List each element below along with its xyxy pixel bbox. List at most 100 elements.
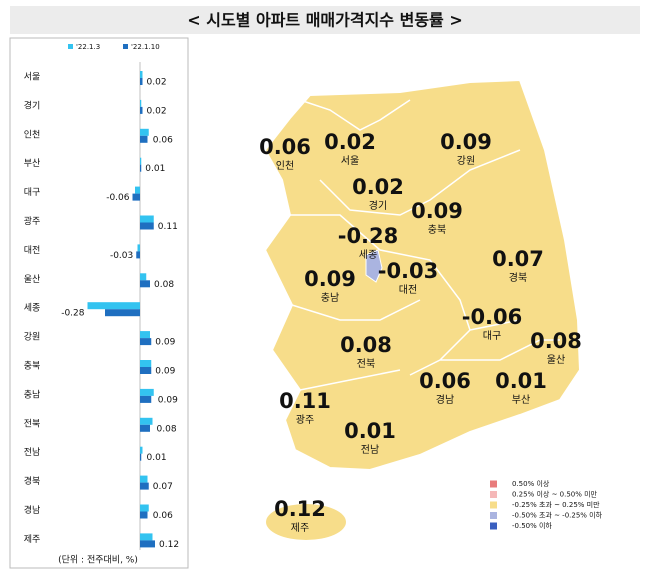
legend-label: 0.50% 이상 [512,479,550,488]
map-region-name: 경북 [509,271,527,284]
bar [140,482,149,490]
map [263,78,582,540]
bar [140,106,143,114]
value-label: 0.09 [158,395,178,405]
bar [140,164,142,172]
bar [140,446,143,454]
value-label: 0.11 [158,222,178,232]
map-region-name: 세종 [359,249,377,261]
legend-swatch [490,501,497,509]
map-region-name: 서울 [341,155,359,167]
map-region-name: 대전 [399,284,417,296]
bar [137,244,140,252]
map-value: 0.02 [352,175,404,199]
bar [136,251,140,259]
value-label: 0.01 [147,453,167,463]
legend-label: 0.25% 이상 ~ 0.50% 미만 [512,490,598,499]
bar [140,128,149,136]
category-label: 충북 [24,361,41,372]
map-region-name: 강원 [457,155,475,167]
category-label: 강원 [24,332,41,343]
bar [140,331,150,339]
bar [135,186,140,194]
bar [140,424,150,432]
bar [140,78,143,85]
map-value: -0.06 [462,305,523,329]
value-label: 0.06 [153,511,173,521]
value-label: 0.08 [154,280,174,290]
bar [140,215,154,223]
category-label: 경북 [24,475,41,487]
map-value: 0.08 [340,333,392,357]
category-label: 제주 [24,534,41,545]
bar [140,417,153,425]
legend-label: '22.1.10 [131,43,160,51]
value-label: -0.28 [61,309,85,319]
value-label: 0.12 [159,540,179,550]
map-value: -0.03 [378,259,439,283]
map-value: 0.06 [259,135,311,159]
bar [140,511,148,519]
map-value: 0.09 [411,199,463,223]
category-label: 경기 [24,99,41,111]
legend-label: -0.25% 초과 ~ 0.25% 미만 [512,500,600,509]
map-value: 0.12 [274,497,326,521]
title: < 시도별 아파트 매매가격지수 변동률 > [187,11,462,30]
category-label: 서울 [24,72,41,83]
map-region-name: 충북 [428,224,446,236]
value-label: -0.06 [106,193,130,203]
map-region-name: 울산 [547,354,565,366]
sejong-area [365,249,383,283]
value-label: 0.02 [147,78,167,88]
bar [140,157,142,165]
bar [140,540,155,548]
map-region-name: 전남 [361,444,379,456]
legend-swatch [490,491,497,498]
map-value: 0.08 [530,329,582,353]
borders [290,99,560,391]
category-label: 전남 [24,447,41,458]
bar [132,193,140,201]
legend-swatch [123,44,128,49]
legend-swatch [68,44,73,49]
map-value: 0.06 [419,369,471,393]
category-label: 대구 [24,187,41,198]
category-label: 울산 [24,274,41,285]
bar [140,99,142,107]
value-label: 0.06 [153,135,173,145]
map-region-name: 경남 [436,393,454,406]
bar [140,135,148,143]
bar [140,280,150,288]
value-label: 0.08 [157,424,177,434]
map-value: 0.07 [492,247,544,271]
bar [140,273,147,281]
category-label: 세종 [24,303,41,314]
map-value: 0.09 [304,267,356,291]
map-value: -0.28 [338,224,399,248]
legend-swatch [490,480,497,488]
legend-swatch [490,512,497,519]
bar [140,475,148,483]
category-label: 경남 [24,504,41,516]
bar [105,309,140,317]
map-region-name: 대구 [483,330,501,342]
jeju [266,504,346,540]
legend-label: -0.50% 이하 [512,521,552,530]
map-value: 0.01 [344,419,396,443]
value-label: -0.03 [110,251,133,261]
map-value: 0.11 [279,389,331,413]
bar [140,504,149,512]
map-value: 0.01 [495,369,547,393]
map-region-name: 충남 [321,292,339,304]
bar [140,395,152,403]
category-label: 대전 [24,245,41,256]
title-bar [10,6,640,34]
category-label: 충남 [24,389,41,400]
value-label: 0.01 [145,164,165,174]
value-label: 0.09 [155,367,175,377]
bar [140,533,153,541]
map-region-name: 부산 [512,394,530,406]
category-label: 전북 [24,418,41,429]
unit-note: (단위 : 전주대비, %) [58,555,138,566]
